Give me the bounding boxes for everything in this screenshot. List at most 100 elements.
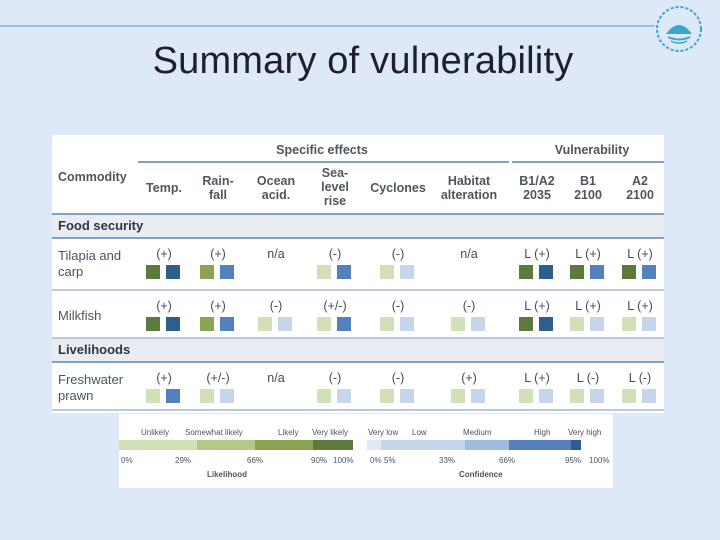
confidence-tick: 100% xyxy=(589,456,610,465)
effect-value: L (+) xyxy=(627,247,653,261)
confidence-tick: 66% xyxy=(499,456,516,465)
section-band-1 xyxy=(52,215,664,237)
row-label: Tilapia and carp xyxy=(58,248,122,279)
confidence-swatch xyxy=(166,265,180,279)
row-divider xyxy=(52,409,664,411)
section-label-2: Livelihoods xyxy=(58,342,131,357)
likelihood-swatch xyxy=(451,389,465,403)
likelihood-category: Very likely xyxy=(312,428,349,437)
confidence-swatch xyxy=(539,265,553,279)
specific-effects-heading: Specific effects xyxy=(276,143,368,157)
effect-value: (-) xyxy=(328,247,342,261)
effect-value: (+/-) xyxy=(206,371,230,385)
confidence-swatch xyxy=(471,317,485,331)
confidence-category: Very low xyxy=(368,428,399,437)
confidence-swatch xyxy=(642,389,656,403)
confidence-swatch xyxy=(337,317,351,331)
effect-value: (-) xyxy=(269,299,283,313)
effect-value: (+/-) xyxy=(323,299,347,313)
section-band-2 xyxy=(52,339,664,361)
effect-value: (-) xyxy=(462,299,476,313)
confidence-tick: 95% xyxy=(565,456,582,465)
confidence-swatch xyxy=(539,317,553,331)
confidence-tick: 5% xyxy=(384,456,396,465)
section-label-1: Food security xyxy=(58,218,144,233)
likelihood-swatch xyxy=(146,317,160,331)
likelihood-swatch xyxy=(146,389,160,403)
vulnerability-heading: Vulnerability xyxy=(554,143,630,157)
likelihood-tick: 29% xyxy=(175,456,192,465)
likelihood-category: Unlikely xyxy=(141,428,170,437)
likelihood-swatch xyxy=(519,265,533,279)
effect-value: (+) xyxy=(461,371,477,385)
confidence-swatch xyxy=(642,265,656,279)
likelihood-bar-segment xyxy=(255,440,313,450)
confidence-swatch xyxy=(400,317,414,331)
effect-value: L (+) xyxy=(575,299,601,313)
effect-value: (+) xyxy=(210,299,226,313)
slide-title: Summary of vulnerability xyxy=(152,40,574,82)
confidence-category: Low xyxy=(412,428,427,437)
confidence-swatch xyxy=(166,389,180,403)
confidence-swatch xyxy=(539,389,553,403)
confidence-swatch xyxy=(590,389,604,403)
confidence-tick: 0% xyxy=(370,456,382,465)
effect-value: L (+) xyxy=(524,299,550,313)
legend-panel: Unlikely Somewhat likely Likely Very likely… xyxy=(119,414,613,488)
likelihood-swatch xyxy=(146,265,160,279)
likelihood-tick: 100% xyxy=(333,456,354,465)
effect-value: L (-) xyxy=(628,371,652,385)
confidence-bar-segment xyxy=(509,440,571,450)
confidence-swatch xyxy=(400,389,414,403)
likelihood-swatch xyxy=(451,317,465,331)
likelihood-category: Likely xyxy=(278,428,299,437)
top-divider-line xyxy=(0,25,655,27)
effect-value: (+) xyxy=(156,299,172,313)
column-header-3: Ocean acid. xyxy=(256,174,296,202)
effect-value: (-) xyxy=(391,299,405,313)
confidence-title: Confidence xyxy=(459,470,503,479)
confidence-bar-segment xyxy=(367,440,381,450)
likelihood-swatch xyxy=(570,317,584,331)
organization-logo-icon xyxy=(656,6,702,52)
confidence-category: Very high xyxy=(568,428,602,437)
likelihood-swatch xyxy=(200,389,214,403)
likelihood-swatch xyxy=(622,389,636,403)
likelihood-bar-segment xyxy=(197,440,255,450)
likelihood-swatch xyxy=(258,317,272,331)
likelihood-swatch xyxy=(380,265,394,279)
confidence-bar-segment xyxy=(571,440,581,450)
confidence-swatch xyxy=(590,317,604,331)
confidence-bar-segment xyxy=(465,440,509,450)
column-header-5: Cyclones xyxy=(370,181,426,195)
likelihood-swatch xyxy=(570,389,584,403)
effect-value: L (+) xyxy=(627,299,653,313)
confidence-swatch xyxy=(471,389,485,403)
effect-value: L (+) xyxy=(524,371,550,385)
effect-value: L (+) xyxy=(575,247,601,261)
confidence-bar-segment xyxy=(381,440,465,450)
column-header-7: B1/A2 2035 xyxy=(519,174,555,202)
confidence-swatch xyxy=(337,265,351,279)
likelihood-swatch xyxy=(317,389,331,403)
confidence-category: Medium xyxy=(463,428,492,437)
likelihood-swatch xyxy=(519,317,533,331)
column-header-9: A2 2100 xyxy=(626,174,654,202)
likelihood-swatch xyxy=(200,265,214,279)
confidence-category: High xyxy=(534,428,551,437)
column-header-8: B1 2100 xyxy=(574,174,602,202)
likelihood-swatch xyxy=(622,265,636,279)
effect-value: (+) xyxy=(156,371,172,385)
likelihood-category: Somewhat likely xyxy=(185,428,243,437)
confidence-swatch xyxy=(166,317,180,331)
effect-value: (+) xyxy=(156,247,172,261)
likelihood-swatch xyxy=(317,317,331,331)
likelihood-tick: 66% xyxy=(247,456,264,465)
likelihood-swatch xyxy=(570,265,584,279)
confidence-swatch xyxy=(337,389,351,403)
likelihood-title: Likelihood xyxy=(207,470,247,479)
likelihood-swatch xyxy=(622,317,636,331)
confidence-swatch xyxy=(220,389,234,403)
row-divider xyxy=(52,337,664,339)
effect-value: n/a xyxy=(460,247,478,261)
